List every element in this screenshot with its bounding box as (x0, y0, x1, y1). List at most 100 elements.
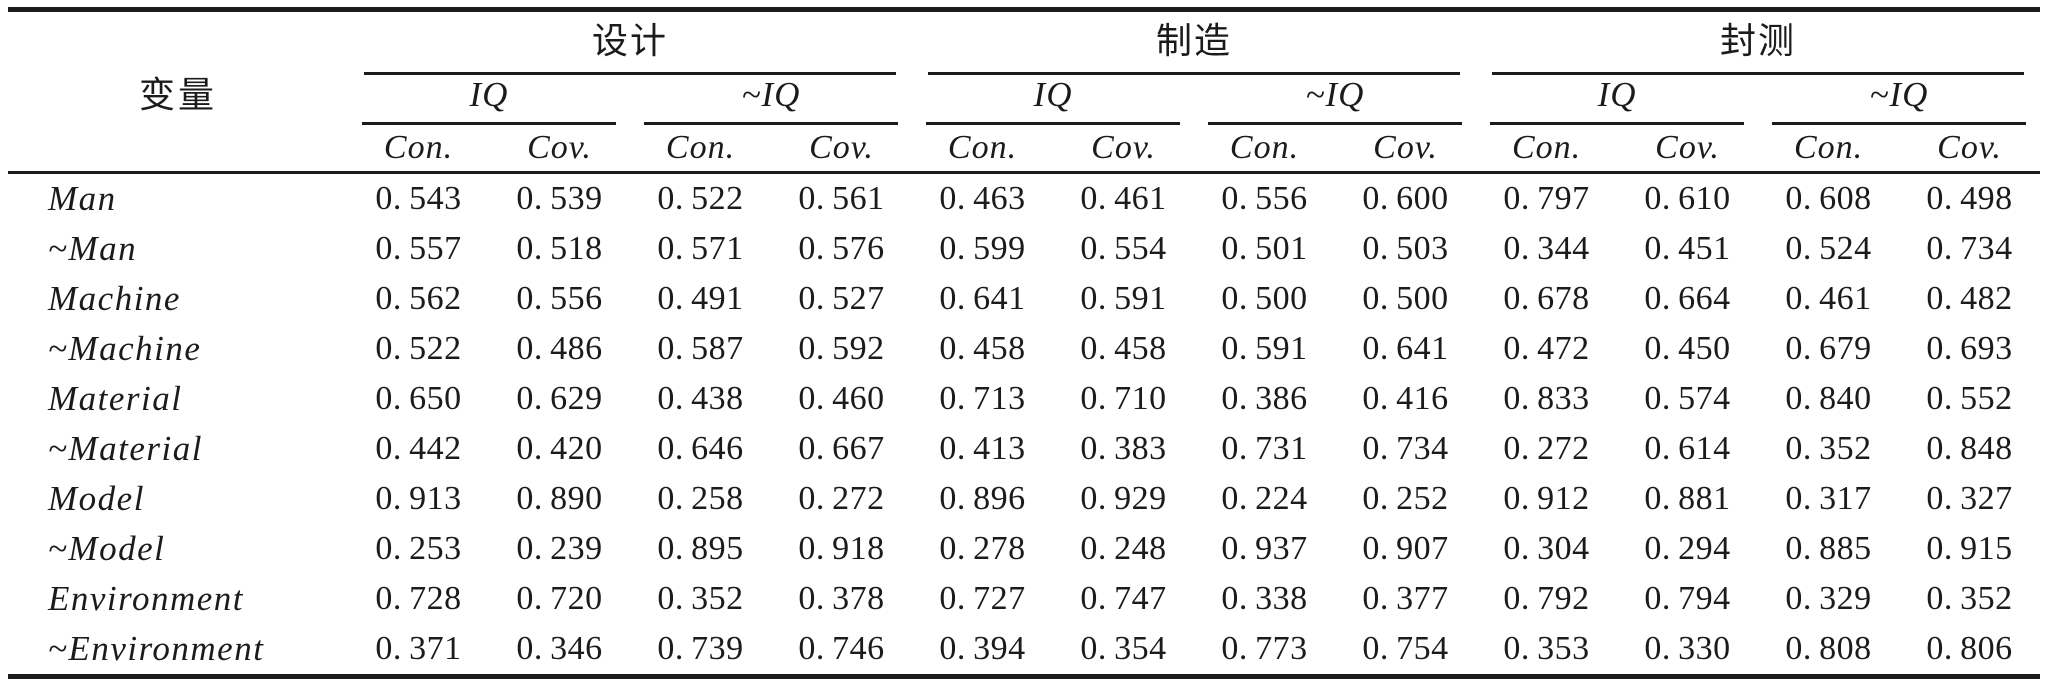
value-cell: 0. 386 (1221, 380, 1308, 417)
value-cell: 0. 840 (1785, 380, 1872, 417)
table-row: ~Material 0. 442 0. 420 0. 646 0. 667 0. 413 0… (8, 424, 2040, 474)
value-cell: 0. 912 (1503, 480, 1590, 517)
value-cell: 0. 500 (1362, 280, 1449, 317)
value-cell: 0. 524 (1785, 230, 1872, 267)
value-cell: 0. 458 (939, 330, 1026, 367)
group-label-manufacturing: 制造 (1156, 21, 1233, 61)
subgroup-design-iq: IQ (348, 75, 630, 125)
value-cell: 0. 317 (1785, 480, 1872, 517)
group-header-row: 变量 设计 制造 封测 (8, 9, 2040, 174)
fsqca-consistency-coverage-table: 变量 设计 制造 封测 IQ ~IQ IQ (8, 7, 2041, 679)
value-cell: 0. 416 (1362, 380, 1449, 417)
value-cell: 0. 503 (1362, 230, 1449, 267)
value-cell: 0. 442 (375, 430, 462, 467)
table-row: ~Machine 0. 522 0. 486 0. 587 0. 592 0. 458 0.… (8, 324, 2040, 374)
value-cell: 0. 610 (1644, 180, 1731, 217)
value-cell: 0. 543 (375, 180, 462, 217)
value-cell: 0. 378 (798, 580, 885, 617)
value-cell: 0. 338 (1221, 580, 1308, 617)
value-cell: 0. 913 (375, 480, 462, 517)
group-header-design: 设计 (348, 10, 912, 75)
measure-header-cov: Cov. (1617, 125, 1759, 174)
value-cell: 0. 937 (1221, 530, 1308, 567)
value-cell: 0. 833 (1503, 380, 1590, 417)
subgroup-manufacturing-not-iq: ~IQ (1194, 75, 1476, 125)
value-cell: 0. 614 (1644, 430, 1731, 467)
subgroup-design-not-iq: ~IQ (630, 75, 912, 125)
value-cell: 0. 808 (1785, 630, 1872, 667)
value-cell: 0. 754 (1362, 630, 1449, 667)
value-cell: 0. 885 (1785, 530, 1872, 567)
value-cell: 0. 592 (798, 330, 885, 367)
value-cell: 0. 413 (939, 430, 1026, 467)
value-cell: 0. 258 (657, 480, 744, 517)
value-cell: 0. 461 (1080, 180, 1167, 217)
value-cell: 0. 527 (798, 280, 885, 317)
value-cell: 0. 608 (1785, 180, 1872, 217)
row-label: Machine (48, 279, 181, 318)
value-cell: 0. 734 (1926, 230, 2013, 267)
table-body: Man 0. 543 0. 539 0. 522 0. 561 0. 463 0. 461 0… (8, 173, 2040, 677)
value-cell: 0. 330 (1644, 630, 1731, 667)
group-header-packaging-testing: 封测 (1476, 10, 2040, 75)
measure-header-cov: Cov. (1053, 125, 1195, 174)
value-cell: 0. 557 (375, 230, 462, 267)
value-cell: 0. 501 (1221, 230, 1308, 267)
measure-header-con: Con. (912, 125, 1054, 174)
value-cell: 0. 500 (1221, 280, 1308, 317)
value-cell: 0. 896 (939, 480, 1026, 517)
measure-header-con: Con. (1194, 125, 1336, 174)
value-cell: 0. 747 (1080, 580, 1167, 617)
value-cell: 0. 667 (798, 430, 885, 467)
value-cell: 0. 794 (1644, 580, 1731, 617)
value-cell: 0. 576 (798, 230, 885, 267)
value-cell: 0. 352 (1926, 580, 2013, 617)
value-cell: 0. 383 (1080, 430, 1167, 467)
value-cell: 0. 679 (1785, 330, 1872, 367)
variable-column-header: 变量 (8, 9, 348, 174)
measure-header-cov: Cov. (489, 125, 630, 174)
table-row: ~Model 0. 253 0. 239 0. 895 0. 918 0. 278 0. 2… (8, 524, 2040, 574)
measure-header-con: Con. (348, 125, 489, 174)
subgroup-label: ~IQ (1869, 75, 1929, 114)
value-cell: 0. 907 (1362, 530, 1449, 567)
value-cell: 0. 394 (939, 630, 1026, 667)
subgroup-header-row: IQ ~IQ IQ ~IQ IQ ~IQ (8, 75, 2040, 125)
subgroup-label: IQ (1033, 75, 1073, 114)
measure-header-con: Con. (1758, 125, 1900, 174)
subgroup-packaging-iq: IQ (1476, 75, 1758, 125)
value-cell: 0. 486 (516, 330, 603, 367)
value-cell: 0. 693 (1926, 330, 2013, 367)
value-cell: 0. 918 (798, 530, 885, 567)
row-label: ~Machine (48, 329, 202, 368)
value-cell: 0. 713 (939, 380, 1026, 417)
value-cell: 0. 574 (1644, 380, 1731, 417)
value-cell: 0. 352 (657, 580, 744, 617)
row-label: ~Man (48, 229, 138, 268)
measure-header-cov: Cov. (1899, 125, 2041, 174)
row-label: Man (48, 179, 117, 218)
value-cell: 0. 728 (375, 580, 462, 617)
subgroup-label: ~IQ (741, 75, 801, 114)
value-cell: 0. 461 (1785, 280, 1872, 317)
value-cell: 0. 352 (1785, 430, 1872, 467)
value-cell: 0. 498 (1926, 180, 2013, 217)
value-cell: 0. 890 (516, 480, 603, 517)
measure-header-row: Con. Cov. Con. Cov. Con. Cov. Con. Cov. … (8, 125, 2041, 174)
value-cell: 0. 554 (1080, 230, 1167, 267)
value-cell: 0. 556 (516, 280, 603, 317)
value-cell: 0. 482 (1926, 280, 2013, 317)
subgroup-packaging-not-iq: ~IQ (1758, 75, 2040, 125)
value-cell: 0. 463 (939, 180, 1026, 217)
group-label-design: 设计 (592, 21, 669, 61)
value-cell: 0. 641 (1362, 330, 1449, 367)
value-cell: 0. 353 (1503, 630, 1590, 667)
value-cell: 0. 248 (1080, 530, 1167, 567)
table-row: ~Man 0. 557 0. 518 0. 571 0. 576 0. 599 0. 554… (8, 224, 2040, 274)
table-row: Model 0. 913 0. 890 0. 258 0. 272 0. 896 0. 92… (8, 474, 2040, 524)
value-cell: 0. 929 (1080, 480, 1167, 517)
value-cell: 0. 727 (939, 580, 1026, 617)
value-cell: 0. 224 (1221, 480, 1308, 517)
value-cell: 0. 562 (375, 280, 462, 317)
